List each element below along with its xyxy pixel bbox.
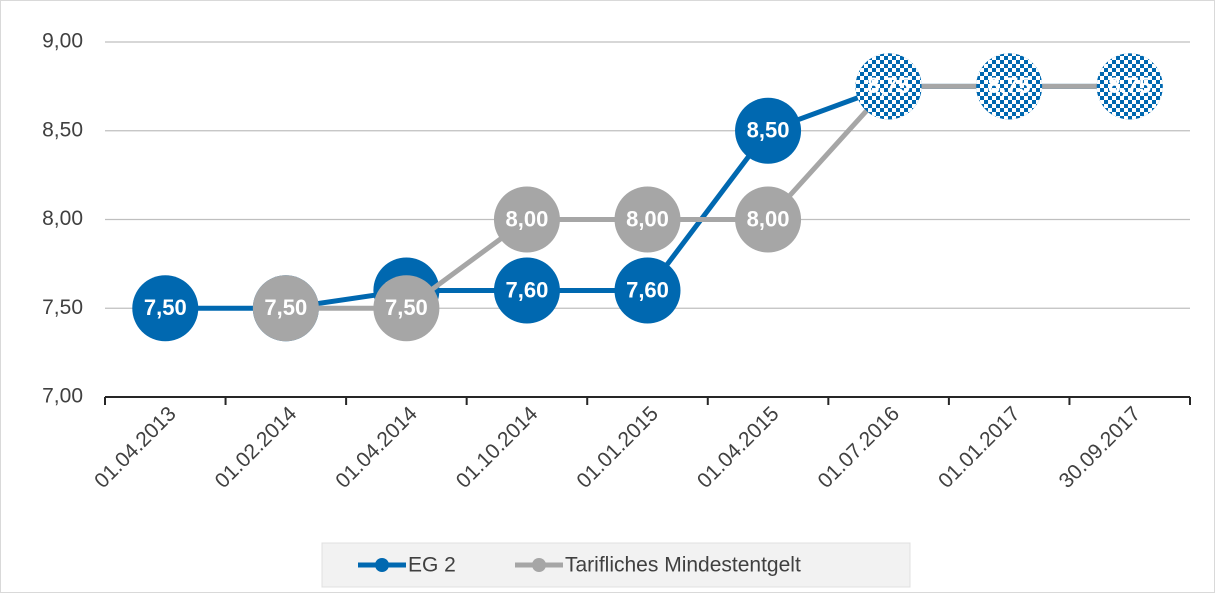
point-marker bbox=[976, 53, 1043, 120]
value-label: 7,60 bbox=[506, 277, 549, 302]
y-tick-label: 8,00 bbox=[42, 207, 83, 230]
value-label: 8,00 bbox=[626, 206, 669, 231]
y-tick-label: 9,00 bbox=[42, 30, 83, 53]
legend-label: EG 2 bbox=[408, 554, 456, 577]
point-marker bbox=[735, 97, 802, 164]
legend-box bbox=[321, 542, 911, 588]
y-tick-label: 7,00 bbox=[42, 385, 83, 408]
point-marker bbox=[735, 186, 802, 253]
value-label: 8,50 bbox=[747, 118, 790, 143]
point-marker bbox=[493, 186, 560, 253]
point-marker bbox=[614, 257, 681, 324]
y-tick-label: 8,50 bbox=[42, 118, 83, 141]
point-marker bbox=[614, 186, 681, 253]
point-marker bbox=[1096, 53, 1163, 120]
value-label: 8,00 bbox=[747, 206, 790, 231]
y-tick-label: 7,50 bbox=[42, 296, 83, 319]
value-label: 7,60 bbox=[626, 277, 669, 302]
legend-label: Tarifliches Mindestentgelt bbox=[565, 554, 801, 577]
value-label: 8,75 bbox=[867, 73, 910, 98]
point-marker bbox=[493, 257, 560, 324]
point-marker bbox=[132, 275, 199, 342]
legend-marker bbox=[532, 558, 546, 572]
point-marker bbox=[855, 53, 922, 120]
legend-marker bbox=[375, 558, 389, 572]
value-label: 8,75 bbox=[988, 73, 1031, 98]
value-label: 7,50 bbox=[264, 295, 307, 320]
point-marker bbox=[252, 275, 319, 342]
value-label: 7,50 bbox=[385, 295, 428, 320]
value-label: 8,00 bbox=[506, 206, 549, 231]
value-label: 8,75 bbox=[1108, 73, 1151, 98]
point-marker bbox=[373, 275, 440, 342]
value-label: 7,50 bbox=[144, 295, 187, 320]
